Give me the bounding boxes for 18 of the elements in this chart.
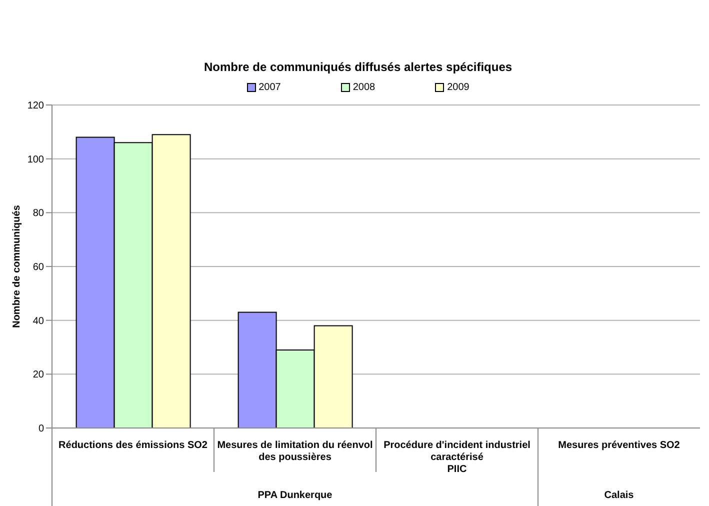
y-tick-label: 100 — [27, 154, 44, 166]
y-tick-label: 20 — [32, 370, 44, 381]
text: PPA Dunkerque — [258, 490, 333, 501]
y-axis-title: Nombre de communiqués — [12, 204, 23, 328]
x-tick-label: Procédure d'incident industriel caractérisé PIIC — [384, 440, 531, 475]
legend-label: 2008 — [352, 82, 376, 93]
text: Calais — [604, 490, 634, 501]
x-tick-label: Réductions des émissions SO2 — [58, 440, 208, 451]
chart-title: Nombre de communiqués diffusés alertes spécifiques — [202, 60, 514, 74]
y-tick-label: 40 — [32, 316, 44, 327]
x-tick-label: Mesures de limitation du réenvol des poussières — [217, 440, 374, 463]
y-tick-label: 80 — [32, 208, 44, 220]
y-tick-label: 60 — [32, 262, 44, 274]
y-tick-label: 120 — [27, 100, 44, 112]
y-tick-label: 0 — [38, 424, 44, 435]
legend-label: 2007 — [258, 82, 281, 93]
legend-label: 2009 — [446, 82, 470, 93]
x-tick-label: Mesures préventives SO2 — [558, 440, 680, 451]
